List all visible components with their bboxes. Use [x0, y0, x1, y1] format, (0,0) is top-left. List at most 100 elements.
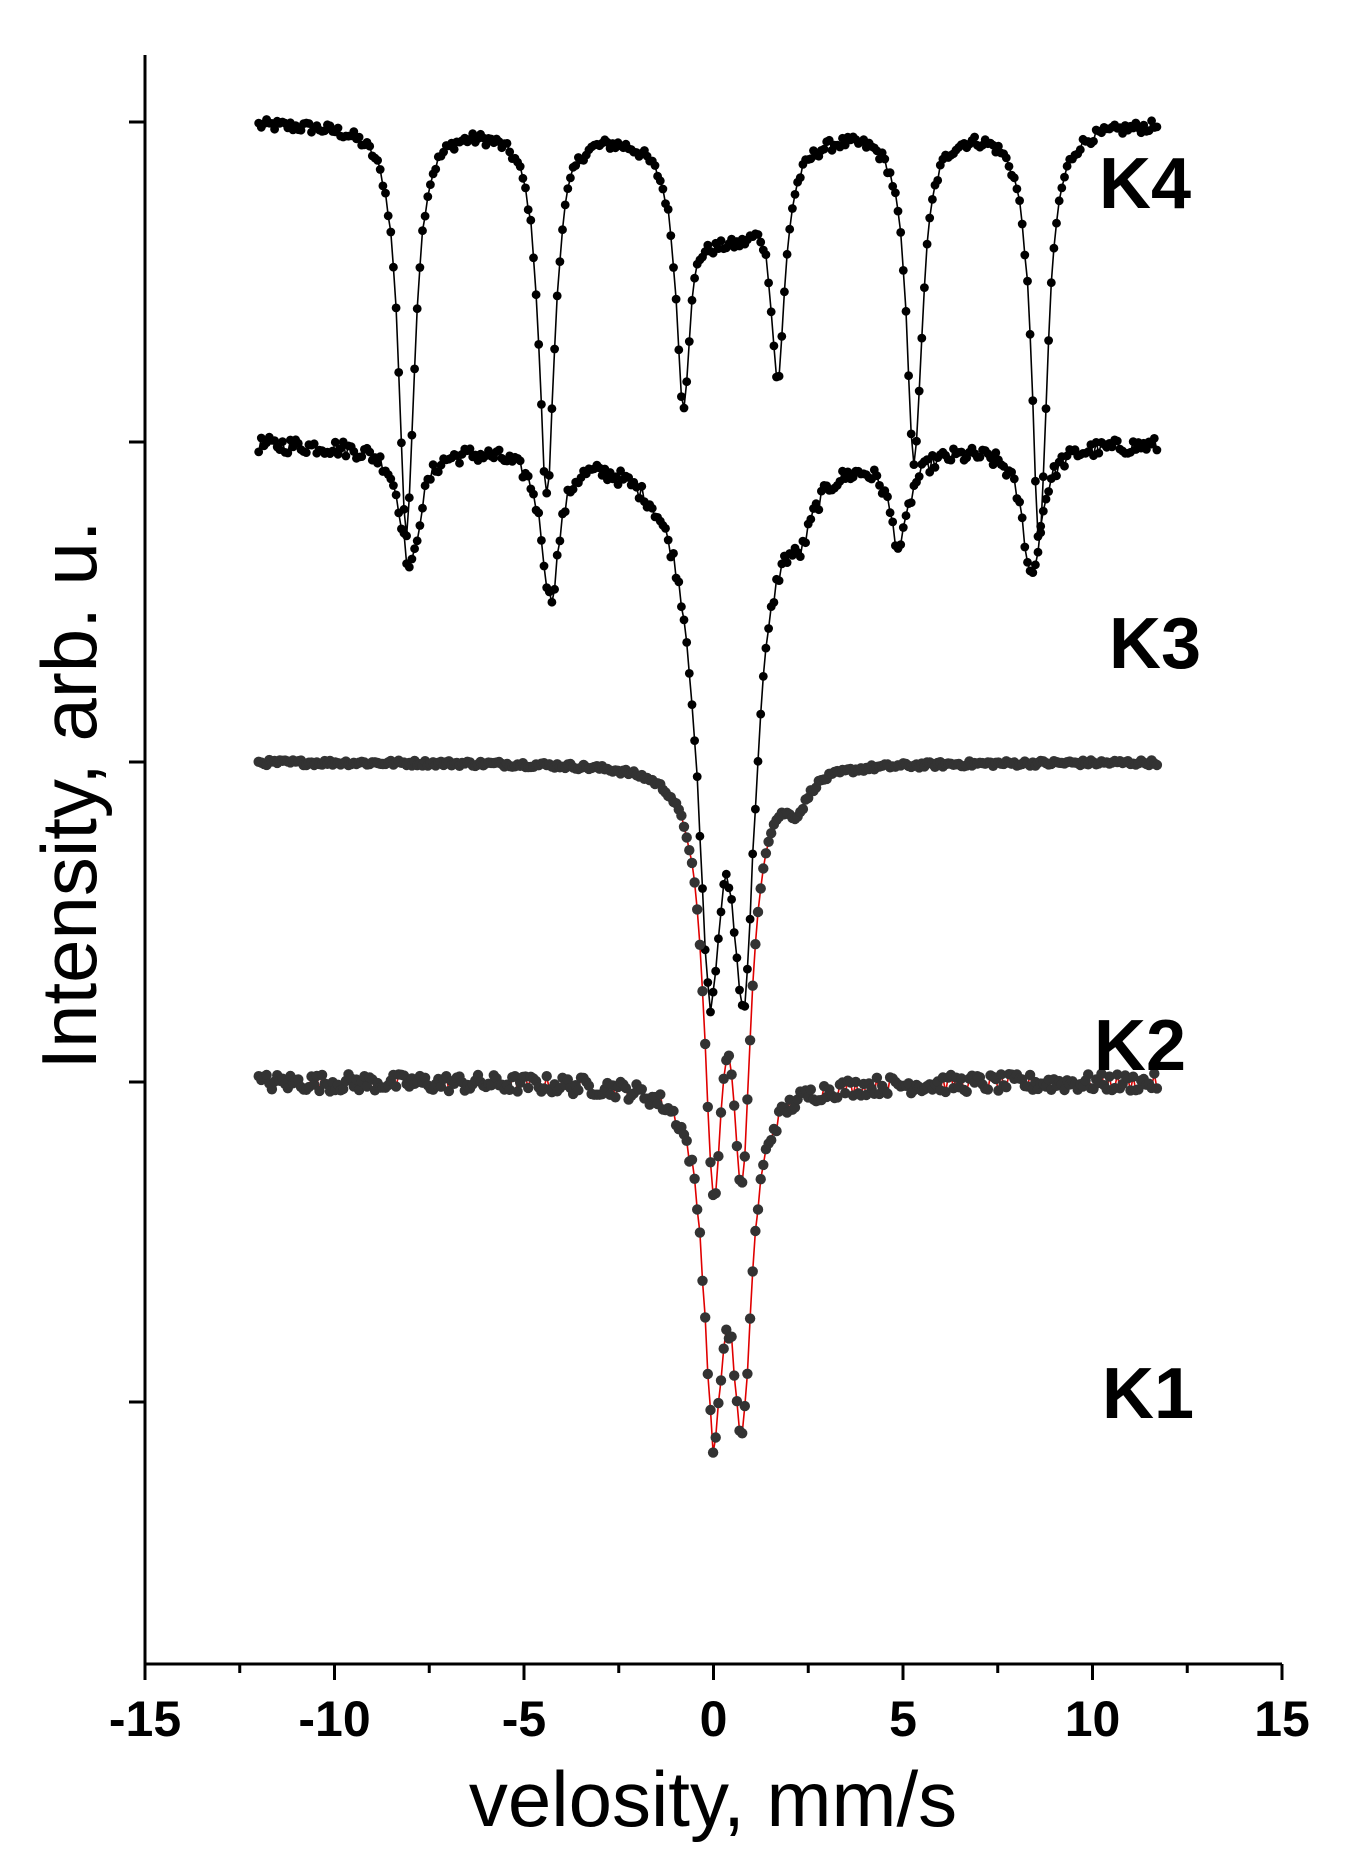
point-K3	[301, 448, 311, 457]
point-K3	[278, 437, 287, 446]
point-K4	[560, 200, 570, 210]
point-K3	[753, 756, 763, 766]
point-K2	[737, 1177, 748, 1188]
point-K2	[731, 1140, 743, 1152]
point-K3	[341, 451, 351, 461]
point-K4	[885, 168, 895, 178]
point-K3	[727, 895, 736, 904]
point-K1	[850, 1076, 861, 1088]
series-label-K3: K3	[1109, 604, 1201, 684]
point-K4	[666, 231, 676, 241]
point-K2	[705, 1157, 716, 1168]
point-K1	[316, 1069, 328, 1081]
point-K3	[433, 467, 443, 477]
point-K1	[1083, 1069, 1094, 1080]
point-K4	[365, 141, 375, 151]
point-K1	[1096, 1068, 1107, 1080]
point-K1	[771, 1125, 782, 1137]
point-K3	[721, 869, 731, 879]
series-label-K1: K1	[1102, 1354, 1194, 1434]
point-K4	[431, 164, 441, 174]
point-K3	[795, 552, 805, 561]
point-K3	[534, 508, 544, 518]
point-K1	[523, 1082, 534, 1094]
point-K1	[541, 1071, 552, 1082]
point-K1	[338, 1083, 349, 1095]
point-K3	[769, 598, 779, 607]
point-K4	[764, 278, 773, 288]
point-K2	[1151, 759, 1163, 771]
point-K3	[669, 549, 678, 558]
point-K2	[739, 1151, 750, 1162]
point-K3	[394, 508, 404, 518]
point-K4	[896, 228, 906, 237]
x-tick-label-5: 10	[1065, 1691, 1121, 1747]
point-K3	[735, 985, 744, 995]
point-K4	[769, 341, 779, 351]
point-K4	[354, 132, 364, 142]
point-K4	[893, 206, 903, 216]
point-K4	[898, 266, 908, 275]
point-K3	[782, 558, 792, 567]
point-K1	[832, 1092, 843, 1103]
series-line-K1	[258, 1070, 1158, 1453]
point-K1	[314, 1085, 325, 1097]
point-K1	[961, 1086, 972, 1098]
point-K3	[616, 466, 625, 476]
point-K3	[684, 669, 694, 678]
point-K4	[381, 188, 390, 198]
point-K3	[930, 463, 940, 472]
point-K4	[505, 147, 515, 157]
point-K3	[761, 643, 771, 653]
point-K3	[679, 615, 689, 625]
point-K1	[689, 1173, 700, 1185]
point-K4	[904, 371, 913, 381]
point-K3	[1038, 506, 1048, 516]
point-K3	[418, 503, 427, 513]
point-K4	[1009, 173, 1019, 183]
series-labels: K4 K3 K2 K1	[1094, 144, 1201, 1434]
point-K3	[764, 624, 773, 633]
point-K1	[610, 1092, 621, 1103]
point-K3	[1031, 560, 1040, 570]
point-K2	[744, 1035, 756, 1046]
point-K3	[399, 528, 409, 538]
point-K3	[896, 540, 906, 549]
point-K3	[1044, 487, 1053, 496]
point-K1	[562, 1074, 573, 1085]
point-K1	[715, 1375, 727, 1386]
point-K3	[687, 700, 697, 709]
point-K1	[692, 1204, 703, 1215]
point-K3	[494, 445, 504, 455]
point-K3	[1112, 436, 1122, 446]
point-K1	[390, 1081, 402, 1092]
point-K1	[726, 1331, 737, 1342]
point-K3	[555, 536, 565, 546]
point-K4	[663, 205, 673, 214]
point-K4	[669, 263, 678, 272]
point-K4	[515, 162, 525, 171]
point-K4	[389, 262, 398, 272]
point-K3	[365, 447, 375, 457]
point-K2	[715, 1107, 727, 1118]
point-K1	[702, 1368, 713, 1380]
point-K4	[677, 392, 686, 401]
point-K1	[1112, 1069, 1123, 1080]
point-K3	[647, 503, 657, 513]
point-K1	[750, 1225, 761, 1237]
x-tick-label-3: 0	[700, 1691, 728, 1747]
point-K2	[692, 904, 703, 915]
point-K4	[529, 253, 538, 263]
x-tick-label-0: -15	[109, 1691, 181, 1747]
point-K4	[386, 227, 396, 237]
x-tick-label-1: -10	[298, 1691, 370, 1747]
point-K1	[1149, 1068, 1160, 1079]
point-K3	[407, 554, 417, 564]
point-K1	[871, 1072, 883, 1084]
point-K4	[1152, 122, 1162, 132]
point-K3	[523, 471, 533, 481]
point-K3	[703, 978, 713, 987]
point-K3	[946, 455, 956, 465]
point-K3	[724, 883, 734, 893]
